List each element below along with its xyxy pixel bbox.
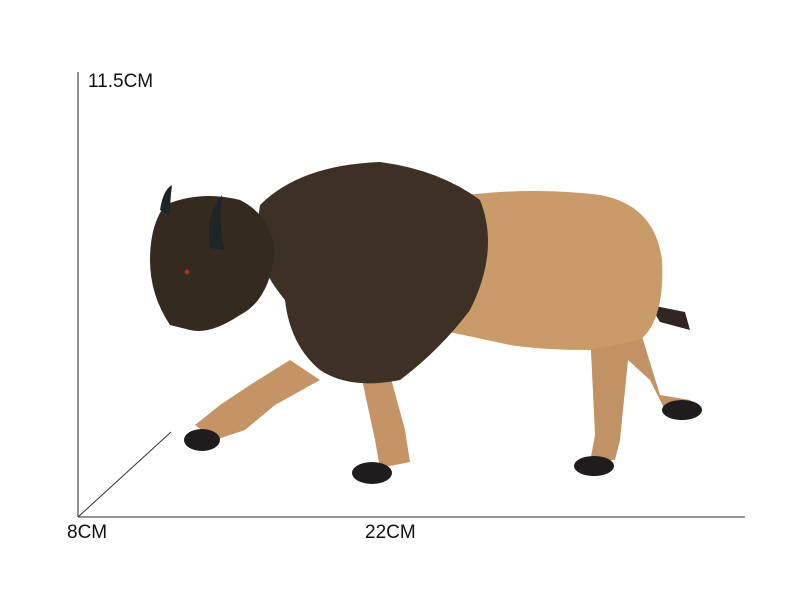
length-label: 22CM [365,522,416,543]
hoof [184,429,220,451]
hoof [352,462,392,484]
dimension-lines [77,72,745,518]
height-label: 11.5CM [88,71,154,92]
hoof [662,400,702,420]
depth-line [77,431,172,518]
depth-label: 8CM [67,522,108,543]
bison-figurine [150,162,702,484]
hoof [574,456,614,476]
